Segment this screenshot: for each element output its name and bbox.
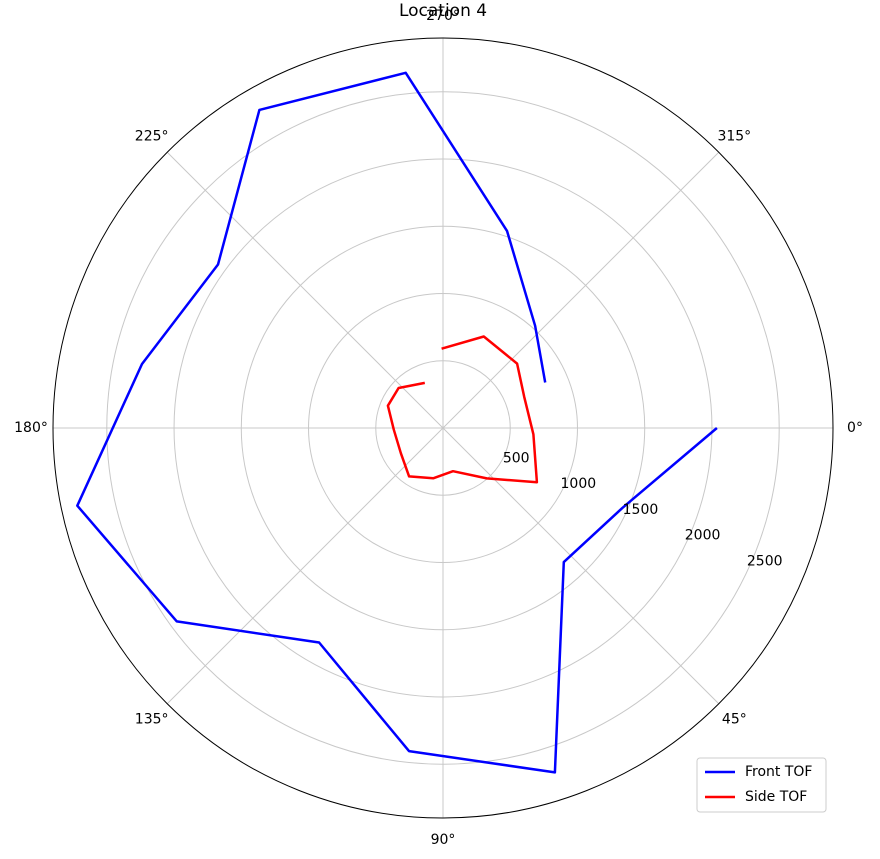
chart-title: Location 4 — [399, 1, 487, 21]
grid-spoke — [166, 427, 444, 705]
grid-spoke — [166, 151, 444, 429]
legend-label: Side TOF — [745, 789, 807, 805]
r-tick-label: 2000 — [685, 528, 721, 544]
grid-spoke — [442, 427, 720, 705]
theta-tick-label: 225° — [135, 129, 169, 145]
theta-tick-label: 90° — [431, 832, 456, 848]
r-tick-label: 500 — [503, 450, 530, 466]
theta-tick-label: 135° — [135, 711, 169, 727]
series-line — [386, 335, 539, 484]
theta-tick-label: 0° — [847, 420, 863, 436]
series-line — [76, 71, 718, 774]
grid-spoke — [442, 151, 720, 429]
legend-label: Front TOF — [745, 764, 812, 780]
polar-frame — [52, 37, 834, 819]
r-tick-label: 1500 — [623, 502, 659, 518]
theta-tick-label: 45° — [722, 711, 747, 727]
r-tick-label: 2500 — [747, 553, 783, 569]
legend: Front TOF Side TOF — [696, 757, 827, 813]
r-tick-label: 1000 — [561, 476, 597, 492]
theta-tick-label: 180° — [14, 420, 48, 436]
theta-tick-label: 270° — [426, 8, 460, 24]
theta-tick-label: 315° — [717, 129, 751, 145]
